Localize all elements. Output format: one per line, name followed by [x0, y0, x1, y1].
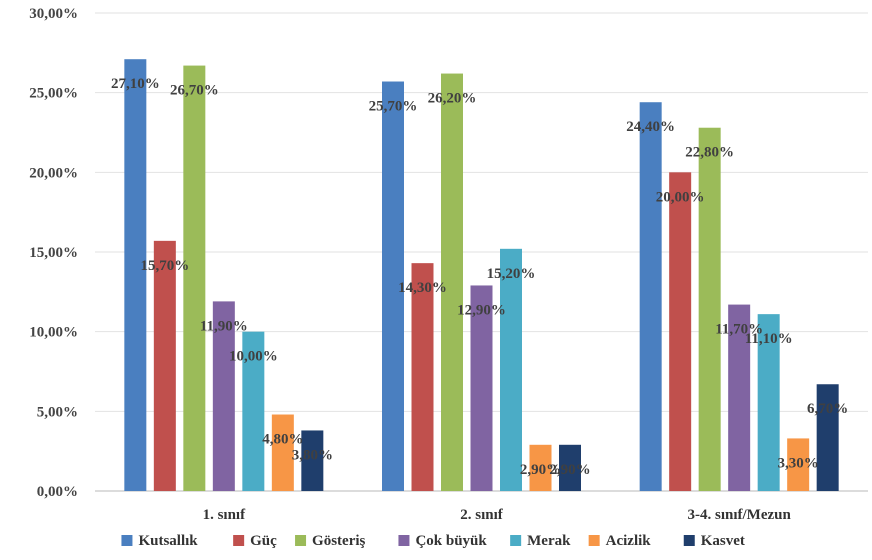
legend-swatch	[683, 535, 695, 546]
x-tick-label: 2. sınıf	[460, 507, 504, 523]
data-label: 15,70%	[140, 258, 189, 274]
legend-label: Çok büyük	[415, 533, 487, 549]
legend-swatch	[295, 535, 307, 546]
bar	[559, 444, 581, 491]
bar	[242, 331, 265, 491]
legend-swatch	[121, 535, 133, 546]
bar	[669, 172, 692, 492]
legend-item: Merak	[510, 533, 571, 549]
data-label: 6,70%	[807, 401, 848, 417]
legend-label: Güç	[250, 533, 277, 549]
legend-item: Kutsallık	[121, 533, 198, 549]
legend-item: Acizlik	[588, 533, 652, 549]
data-label: 10,00%	[229, 349, 278, 365]
y-tick-label: 0,00%	[37, 484, 78, 500]
legend-label: Acizlik	[606, 533, 652, 549]
data-label: 3,80%	[292, 447, 333, 463]
data-label: 26,20%	[428, 91, 477, 107]
bar	[639, 102, 662, 491]
legend-item: Gösteriş	[295, 533, 366, 549]
legend-swatch	[588, 535, 600, 546]
legend-swatch	[510, 535, 522, 546]
data-label: 2,90%	[549, 462, 590, 478]
legend-swatch	[233, 535, 245, 546]
bar	[153, 240, 176, 491]
data-label: 11,70%	[715, 322, 763, 338]
y-tick-label: 25,00%	[29, 86, 78, 102]
bar	[500, 248, 522, 491]
data-label: 15,20%	[487, 266, 536, 282]
y-tick-label: 10,00%	[29, 325, 78, 341]
bar	[301, 430, 324, 491]
x-tick-label: 1. sınıf	[203, 507, 247, 523]
bar	[698, 127, 721, 491]
y-tick-label: 15,00%	[29, 245, 78, 261]
bar	[411, 263, 434, 491]
data-label: 14,30%	[398, 280, 447, 296]
data-label: 3,30%	[778, 455, 819, 471]
bar	[441, 73, 463, 492]
data-label: 12,90%	[457, 302, 506, 318]
bar	[787, 438, 810, 491]
data-label: 4,80%	[262, 432, 303, 448]
data-label: 27,10%	[111, 76, 160, 92]
legend-item: Çok büyük	[398, 533, 487, 549]
legend-label: Merak	[527, 533, 571, 549]
legend-item: Kasvet	[683, 533, 745, 549]
bar	[271, 414, 294, 491]
y-tick-label: 20,00%	[29, 165, 78, 181]
legend-label: Kasvet	[701, 533, 745, 549]
bar	[816, 384, 839, 491]
bar	[382, 81, 404, 491]
data-label: 2,90%	[520, 462, 561, 478]
data-label: 11,10%	[745, 331, 793, 347]
legend-item: Güç	[233, 533, 277, 549]
bar	[757, 314, 780, 491]
legend-swatch	[398, 535, 410, 546]
bar	[529, 444, 552, 491]
data-label: 20,00%	[656, 189, 705, 205]
bar	[183, 65, 206, 491]
x-tick-label: 3-4. sınıf/Mezun	[687, 507, 791, 523]
legend-label: Kutsallık	[138, 533, 198, 549]
y-tick-label: 5,00%	[37, 404, 78, 420]
y-tick-label: 30,00%	[29, 6, 78, 22]
data-label: 26,70%	[170, 83, 219, 99]
bar	[728, 304, 751, 491]
bar	[212, 301, 235, 491]
data-label: 24,40%	[626, 119, 675, 135]
legend-label: Gösteriş	[312, 533, 365, 549]
data-label: 22,80%	[685, 145, 734, 161]
bar	[470, 285, 493, 491]
data-label: 25,70%	[369, 99, 418, 115]
data-label: 11,90%	[200, 318, 248, 334]
bar	[124, 59, 147, 491]
